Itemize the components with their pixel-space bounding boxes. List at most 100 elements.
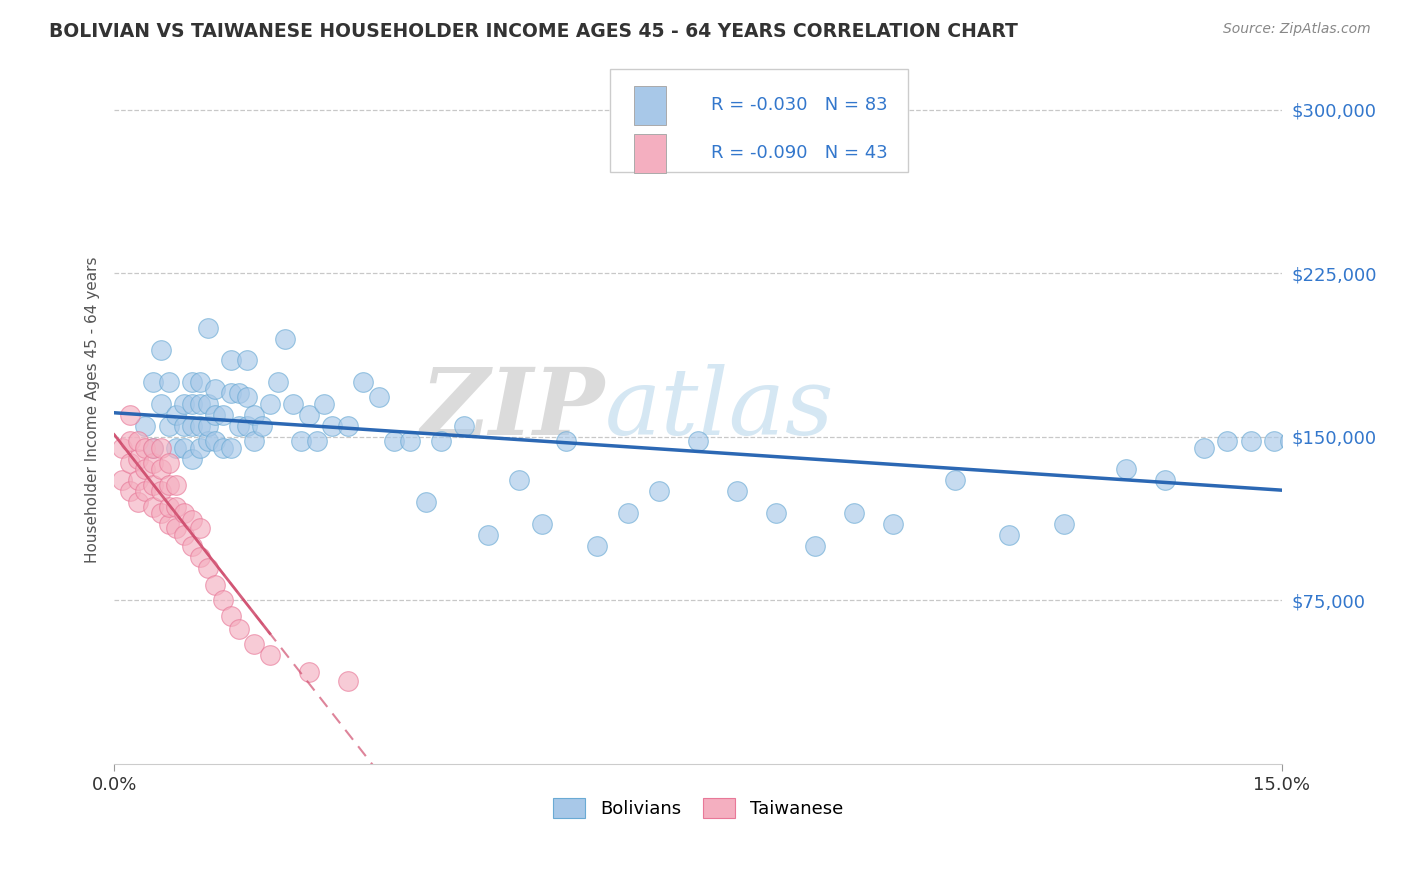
Point <box>127 451 149 466</box>
Point <box>173 441 195 455</box>
Point <box>219 386 242 401</box>
Point <box>173 528 195 542</box>
Point <box>212 593 235 607</box>
Point <box>336 418 359 433</box>
Point <box>197 434 219 449</box>
Point <box>181 539 204 553</box>
Point <box>157 456 180 470</box>
Point <box>367 391 389 405</box>
Point <box>181 376 204 390</box>
Point <box>188 397 211 411</box>
Point <box>259 648 281 662</box>
Point <box>998 528 1021 542</box>
Point <box>314 397 336 411</box>
Point <box>142 477 165 491</box>
Point <box>173 418 195 433</box>
Point <box>149 441 172 455</box>
Point <box>765 506 787 520</box>
Point <box>149 462 172 476</box>
Point <box>298 665 321 680</box>
FancyBboxPatch shape <box>610 70 908 172</box>
Text: R = -0.030   N = 83: R = -0.030 N = 83 <box>711 96 887 114</box>
Point <box>118 434 141 449</box>
Point <box>204 408 226 422</box>
Point <box>243 408 266 422</box>
Point <box>157 516 180 531</box>
Point <box>384 434 406 449</box>
Point <box>188 441 211 455</box>
Point <box>298 408 321 422</box>
Point <box>142 500 165 514</box>
Point <box>453 418 475 433</box>
Point <box>283 397 305 411</box>
Legend: Bolivians, Taiwanese: Bolivians, Taiwanese <box>546 790 851 826</box>
Point <box>212 408 235 422</box>
Point <box>228 622 250 636</box>
Point <box>166 500 188 514</box>
Point <box>235 353 257 368</box>
Point <box>274 332 297 346</box>
Bar <box>634 134 666 173</box>
Point <box>149 343 172 357</box>
Point <box>157 477 180 491</box>
Point <box>181 397 204 411</box>
Point <box>111 474 134 488</box>
Point <box>166 477 188 491</box>
Point <box>111 441 134 455</box>
Point <box>554 434 576 449</box>
Point <box>166 408 188 422</box>
Point <box>127 474 149 488</box>
Point <box>142 441 165 455</box>
Point <box>882 516 904 531</box>
Point <box>134 462 156 476</box>
Point <box>188 376 211 390</box>
Point <box>134 484 156 499</box>
Point <box>228 386 250 401</box>
Point <box>1286 434 1309 449</box>
Point <box>1053 516 1076 531</box>
Point <box>290 434 312 449</box>
Point <box>118 456 141 470</box>
Point <box>219 353 242 368</box>
Point <box>842 506 865 520</box>
Point <box>118 408 141 422</box>
Point <box>181 451 204 466</box>
Point <box>305 434 328 449</box>
Point <box>250 418 273 433</box>
Point <box>1154 474 1177 488</box>
Point <box>166 521 188 535</box>
Point <box>943 474 966 488</box>
Y-axis label: Householder Income Ages 45 - 64 years: Householder Income Ages 45 - 64 years <box>86 256 100 563</box>
Point <box>204 434 226 449</box>
Point <box>134 441 156 455</box>
Point <box>181 513 204 527</box>
Point <box>142 456 165 470</box>
Point <box>352 376 374 390</box>
Point <box>197 560 219 574</box>
Point <box>585 539 607 553</box>
Point <box>1302 434 1324 449</box>
Point <box>266 376 288 390</box>
Text: atlas: atlas <box>605 365 834 455</box>
Point <box>188 418 211 433</box>
Point <box>508 474 530 488</box>
Point <box>204 382 226 396</box>
Point <box>157 376 180 390</box>
Point <box>197 418 219 433</box>
Point <box>803 539 825 553</box>
Point <box>336 673 359 688</box>
Text: BOLIVIAN VS TAIWANESE HOUSEHOLDER INCOME AGES 45 - 64 YEARS CORRELATION CHART: BOLIVIAN VS TAIWANESE HOUSEHOLDER INCOME… <box>49 22 1018 41</box>
Point <box>142 376 165 390</box>
Point <box>415 495 437 509</box>
Point <box>181 418 204 433</box>
Point <box>219 608 242 623</box>
Point <box>228 418 250 433</box>
Bar <box>634 86 666 125</box>
Point <box>1294 434 1316 449</box>
Point <box>127 434 149 449</box>
Point <box>243 637 266 651</box>
Point <box>149 506 172 520</box>
Point <box>1115 462 1137 476</box>
Point <box>1263 434 1285 449</box>
Point <box>1192 441 1215 455</box>
